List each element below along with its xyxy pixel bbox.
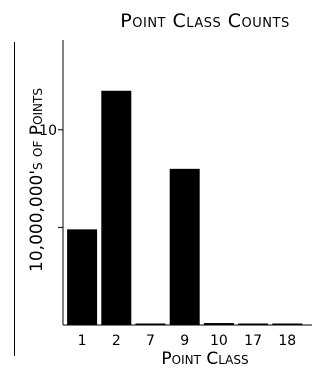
bars-group: [67, 90, 303, 325]
x-tick-label-7: 7: [146, 333, 155, 349]
chart-title: Point Class Counts: [120, 10, 289, 32]
y-axis-label: 10,000,000's of Points: [27, 88, 47, 272]
bar-class-2: [101, 90, 132, 325]
y-ticks: 10: [39, 123, 63, 228]
x-tick-label-1: 1: [78, 333, 87, 349]
x-axis-label: Point Class: [161, 349, 248, 369]
bar-class-1: [67, 229, 98, 325]
bar-class-10: [203, 323, 234, 325]
bar-class-9: [169, 168, 200, 325]
bar-class-17: [238, 323, 269, 325]
x-tick-labels: 1 2 7 9 10 17 18: [78, 333, 297, 349]
x-tick-label-18: 18: [278, 333, 296, 349]
x-tick-label-10: 10: [210, 333, 228, 349]
y-tick-label-10: 10: [39, 123, 57, 139]
x-tick-label-9: 9: [180, 333, 189, 349]
bar-class-18: [272, 323, 303, 325]
x-tick-label-17: 17: [244, 333, 262, 349]
x-tick-label-2: 2: [112, 333, 121, 349]
bar-class-7: [135, 323, 166, 325]
